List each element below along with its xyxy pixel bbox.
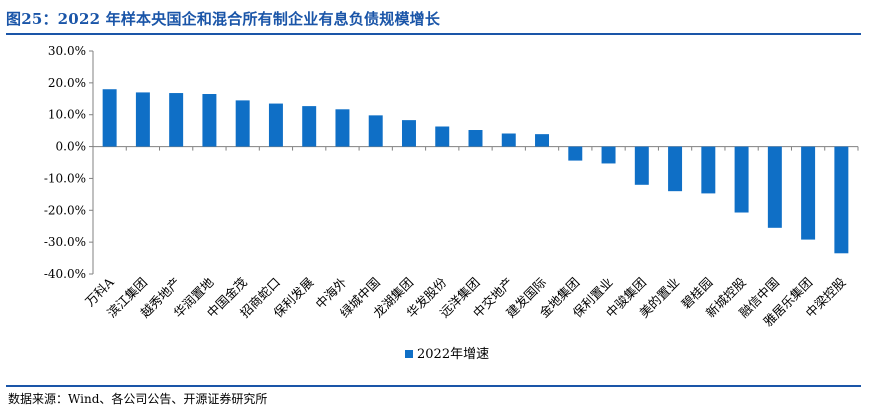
bar <box>601 146 616 164</box>
bar <box>135 92 150 147</box>
bar <box>435 126 450 147</box>
bar <box>335 109 350 147</box>
bar <box>268 103 283 147</box>
figure-source: 数据来源：Wind、各公司公告、开源证券研究所 <box>8 392 268 406</box>
y-tick-label: -30.0% <box>44 235 86 249</box>
bar <box>302 106 317 147</box>
bar <box>368 115 383 147</box>
bar <box>668 146 683 192</box>
y-tick-label: 0.0% <box>56 140 87 154</box>
bar <box>701 146 716 194</box>
bar <box>401 120 416 147</box>
bar <box>102 89 117 147</box>
y-tick-label: 20.0% <box>48 76 86 90</box>
y-tick-label: -10.0% <box>44 171 86 185</box>
legend-swatch <box>405 350 413 358</box>
legend: 2022年增速 <box>405 347 489 362</box>
bar <box>202 94 217 147</box>
y-tick-label: 10.0% <box>48 108 86 122</box>
y-tick-label: 30.0% <box>48 44 86 58</box>
bar <box>501 133 516 147</box>
bar <box>734 146 749 213</box>
bar <box>801 146 816 240</box>
legend-label: 2022年增速 <box>417 347 489 362</box>
bar <box>169 93 184 147</box>
y-tick-label: -20.0% <box>44 203 86 217</box>
y-tick-label: -40.0% <box>44 267 86 281</box>
bar <box>468 130 483 147</box>
figure-title: 图25：2022 年样本央国企和混合所有制企业有息负债规模增长 <box>6 10 441 28</box>
bar <box>235 100 250 147</box>
bar <box>834 146 849 254</box>
title-divider <box>6 33 861 35</box>
source-divider <box>6 385 861 387</box>
bar <box>634 146 649 185</box>
bar <box>568 146 583 161</box>
bar <box>767 146 782 228</box>
bar <box>535 134 550 147</box>
